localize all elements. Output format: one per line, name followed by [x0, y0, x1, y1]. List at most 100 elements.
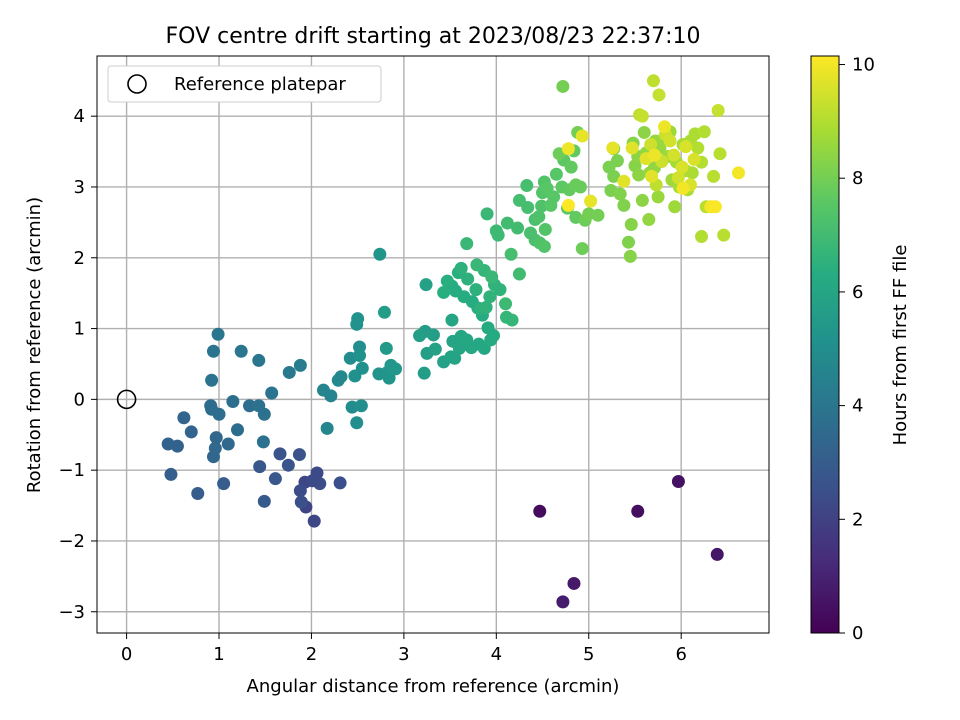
data-point: [561, 198, 575, 212]
data-point: [452, 341, 466, 355]
data-point: [646, 74, 660, 88]
data-point: [625, 141, 639, 155]
data-point: [500, 216, 514, 230]
data-point: [602, 160, 616, 174]
x-tick-label: 0: [121, 644, 132, 665]
data-point: [533, 504, 547, 518]
data-point: [354, 399, 368, 413]
data-point: [209, 431, 223, 445]
x-tick-label: 5: [583, 644, 594, 665]
data-point: [426, 328, 440, 342]
data-point: [231, 423, 245, 437]
data-point: [691, 141, 705, 155]
data-point: [469, 283, 483, 297]
data-point: [460, 237, 474, 251]
data-point: [623, 249, 637, 263]
data-point: [440, 274, 454, 288]
data-point: [652, 88, 666, 102]
data-point: [480, 207, 494, 221]
x-tick-label: 2: [306, 644, 317, 665]
data-point: [575, 242, 589, 256]
data-point: [644, 137, 658, 151]
data-point: [448, 351, 462, 365]
data-point: [305, 474, 319, 488]
data-point: [505, 313, 519, 327]
data-point: [268, 472, 282, 486]
legend-label: Reference platepar: [174, 74, 346, 95]
y-tick-label: 3: [74, 177, 85, 198]
data-point: [320, 421, 334, 435]
data-point: [164, 467, 178, 481]
data-point: [252, 353, 266, 367]
data-point: [265, 386, 279, 400]
data-point: [504, 247, 518, 261]
y-tick-label: 0: [74, 389, 85, 410]
data-point: [445, 313, 459, 327]
data-point: [353, 348, 367, 362]
data-point: [642, 213, 656, 227]
legend-marker: [127, 74, 147, 94]
data-point: [281, 458, 295, 472]
data-point: [668, 200, 682, 214]
data-point: [348, 369, 362, 383]
data-point: [584, 194, 598, 208]
data-point: [170, 439, 184, 453]
data-point: [437, 285, 451, 299]
data-point: [635, 193, 649, 207]
colorbar-tick-label: 8: [852, 168, 863, 189]
data-point: [645, 169, 659, 183]
data-point: [184, 425, 198, 439]
data-point: [671, 474, 685, 488]
data-point: [708, 200, 722, 214]
data-point: [679, 140, 693, 154]
data-point: [647, 148, 661, 162]
data-point: [511, 221, 525, 235]
data-point: [491, 228, 505, 242]
data-point: [470, 258, 484, 272]
data-point: [217, 477, 231, 491]
data-point: [282, 365, 296, 379]
data-point: [373, 247, 387, 261]
data-point: [538, 222, 552, 236]
data-point: [547, 190, 561, 204]
x-tick-label: 6: [675, 644, 686, 665]
data-point: [454, 261, 468, 275]
x-tick-label: 3: [398, 644, 409, 665]
colorbar-label: Hours from first FF file: [890, 245, 911, 446]
data-point: [211, 327, 225, 341]
data-point: [234, 344, 248, 358]
x-tick-label: 1: [213, 644, 224, 665]
data-point: [333, 476, 347, 490]
colorbar-ticks: 0 2 4 6 8 10: [839, 55, 875, 644]
data-point: [479, 300, 493, 314]
data-point: [556, 595, 570, 609]
data-point: [307, 514, 321, 528]
x-axis-ticks: 0 1 2 3 4 5 6: [121, 633, 687, 665]
data-point: [292, 448, 306, 462]
data-point: [382, 371, 396, 385]
data-point: [624, 217, 638, 231]
data-point: [651, 190, 665, 204]
data-point: [485, 270, 499, 284]
data-point: [419, 278, 433, 292]
colorbar-tick-label: 4: [852, 396, 863, 417]
reference-platepar-marker: [116, 389, 137, 410]
data-point: [461, 272, 475, 286]
data-point: [324, 389, 338, 403]
data-point: [334, 370, 348, 384]
legend: Reference platepar: [107, 65, 382, 103]
data-point: [379, 341, 393, 355]
data-point: [350, 416, 364, 430]
data-point: [567, 576, 581, 590]
data-point: [675, 160, 689, 174]
data-point: [177, 411, 191, 425]
data-point: [635, 109, 649, 123]
data-point: [351, 312, 365, 326]
data-point: [205, 373, 219, 387]
data-point: [377, 305, 391, 319]
data-point: [606, 141, 620, 155]
plot-frame: [96, 55, 770, 634]
colorbar-tick-label: 0: [852, 623, 863, 644]
y-tick-label: −3: [58, 602, 85, 623]
x-tick-label: 4: [491, 644, 502, 665]
